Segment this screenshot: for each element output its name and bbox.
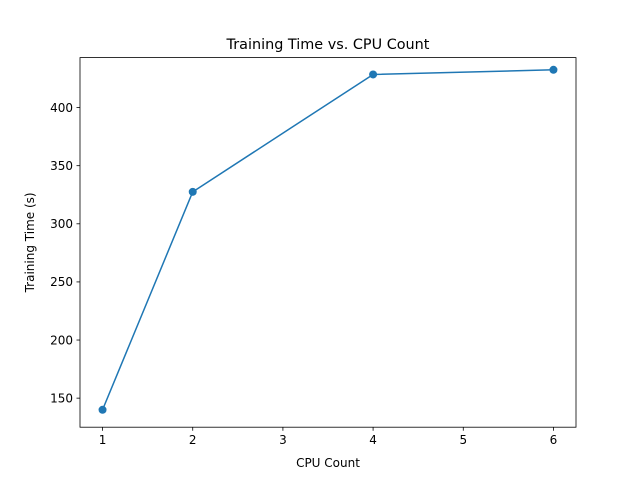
series-layer xyxy=(98,65,558,414)
x-tick-label: 3 xyxy=(279,433,287,447)
y-axis-label: Training Time (s) xyxy=(23,192,37,293)
x-tick-label: 5 xyxy=(459,433,467,447)
y-tick-label: 200 xyxy=(50,333,73,347)
data-point-marker xyxy=(549,65,558,74)
y-tick-label: 300 xyxy=(50,217,73,231)
x-axis-ticks: 1 2 3 4 5 6 xyxy=(99,427,558,447)
y-axis-ticks: 150 200 250 300 350 400 xyxy=(50,101,80,405)
plot-area xyxy=(79,57,577,428)
x-axis-label: CPU Count xyxy=(296,456,360,470)
chart-title: Training Time vs. CPU Count xyxy=(226,37,430,53)
x-tick-label: 6 xyxy=(550,433,558,447)
y-tick-label: 150 xyxy=(50,391,73,405)
y-tick-label: 400 xyxy=(50,101,73,115)
y-tick-label: 350 xyxy=(50,159,73,173)
data-point-marker xyxy=(188,187,197,196)
x-tick-label: 2 xyxy=(189,433,197,447)
x-tick-label: 1 xyxy=(99,433,107,447)
data-point-marker xyxy=(98,405,107,414)
data-point-marker xyxy=(369,70,378,79)
x-tick-label: 4 xyxy=(369,433,377,447)
y-tick-label: 250 xyxy=(50,275,73,289)
series-line xyxy=(101,69,555,411)
